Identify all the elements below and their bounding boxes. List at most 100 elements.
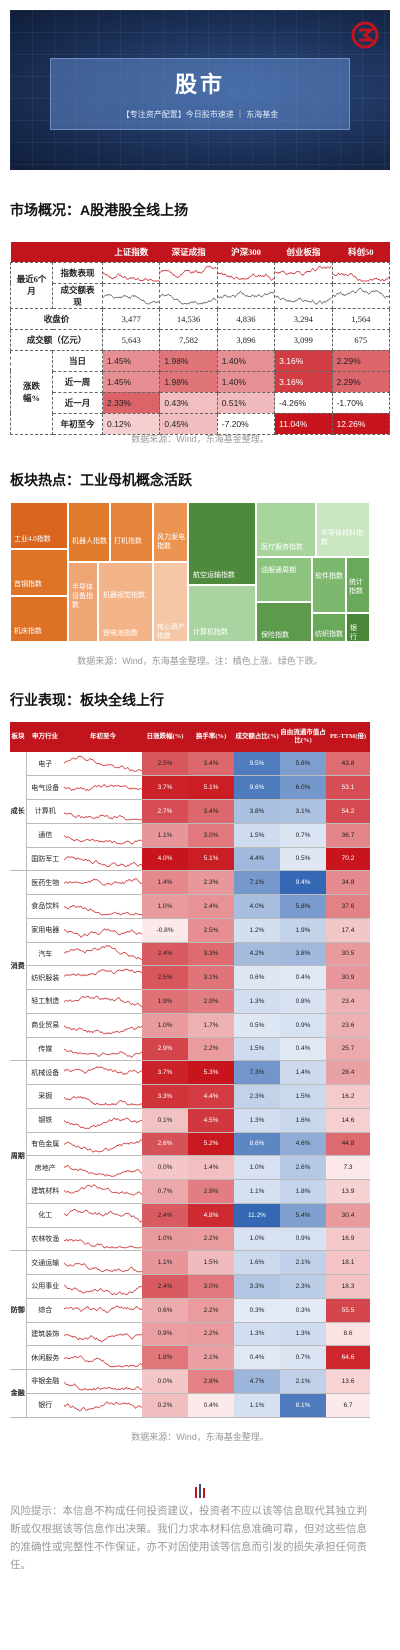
treemap-tile: 医疗服务指数 bbox=[256, 502, 316, 557]
treemap-tile: 机器人指数 bbox=[68, 502, 110, 562]
industry-col-header: 板块 bbox=[10, 722, 26, 752]
market-col-header: 深证成指 bbox=[159, 242, 218, 262]
industry-value: 4.8% bbox=[188, 1203, 234, 1228]
risk-disclaimer: 风险提示：本信息不构成任何投资建议，投资者不应以该等信息取代其独立判断或仅根据该… bbox=[10, 1505, 367, 1571]
sparkline-path bbox=[160, 265, 217, 278]
sparkline-path bbox=[64, 1184, 142, 1197]
industry-value: 2.5% bbox=[188, 918, 234, 943]
industry-value: 0.9% bbox=[142, 1322, 188, 1347]
treemap-tile: 风力发电指数 bbox=[153, 502, 188, 562]
industry-value: 3.0% bbox=[188, 823, 234, 848]
industry-value: 23.6 bbox=[326, 1013, 370, 1038]
industry-value: 0.5% bbox=[234, 1013, 280, 1038]
industry-value: 3.4% bbox=[188, 799, 234, 824]
sector-treemap: 工业4.0指数 首钢指数 机床指数 机器人指数 半导体设备指数 机器视觉指数 锂电… bbox=[10, 502, 370, 642]
turnover-sparkline bbox=[274, 282, 333, 309]
sparkline-path bbox=[64, 1355, 142, 1367]
ytd-sparkline bbox=[64, 1060, 142, 1085]
chg-value: 12.26% bbox=[331, 412, 391, 435]
industry-value: 0.6% bbox=[142, 1298, 188, 1323]
industry-value: 4.0% bbox=[234, 894, 280, 919]
header-banner: 股市 【专注资产配置】今日股市速递 ｜ 东海基金 bbox=[10, 10, 390, 170]
industry-value: 16.2 bbox=[326, 1084, 370, 1109]
treemap-tile: 打机指数 bbox=[110, 502, 153, 562]
industry-name: 电子 bbox=[26, 752, 64, 777]
turnover-sparkline bbox=[101, 282, 161, 309]
industry-value: 7.3% bbox=[234, 1060, 280, 1085]
industry-value: 2.2% bbox=[188, 1298, 234, 1323]
industry-value: 1.9% bbox=[280, 918, 326, 943]
close-value: 14,536 bbox=[159, 307, 218, 330]
chg-value: 3.16% bbox=[274, 370, 333, 393]
chg-group-label: 涨跌幅% bbox=[10, 349, 53, 435]
industry-value: 13.9 bbox=[326, 1179, 370, 1204]
industry-name: 机械设备 bbox=[26, 1060, 64, 1085]
industry-value: 8.6% bbox=[234, 1132, 280, 1157]
industry-name: 通信 bbox=[26, 823, 64, 848]
industry-value: 0.7% bbox=[280, 1345, 326, 1370]
chg-value: 1.98% bbox=[159, 370, 218, 393]
industry-value: 6.0% bbox=[280, 775, 326, 800]
index-sparkline bbox=[159, 261, 218, 284]
treemap-tile: 工业4.0指数 bbox=[10, 502, 68, 549]
industry-value: 0.5% bbox=[280, 847, 326, 872]
industry-value: 1.1% bbox=[234, 1179, 280, 1204]
ytd-sparkline bbox=[64, 1179, 142, 1204]
ytd-sparkline bbox=[64, 1203, 142, 1228]
sparkline-path bbox=[64, 1305, 142, 1314]
chg-row-label: 年初至今 bbox=[52, 412, 103, 435]
chg-value: 1.40% bbox=[216, 370, 276, 393]
industry-value: 1.3% bbox=[234, 1108, 280, 1133]
chg-value: 0.12% bbox=[101, 412, 161, 435]
industry-value: 1.6% bbox=[234, 1250, 280, 1275]
sector-source-note: 数据来源：Wind，东海基金整理。注：橘色上涨、绿色下跌。 bbox=[77, 656, 323, 666]
industry-name: 农林牧渔 bbox=[26, 1227, 64, 1252]
spark-row-turnover: 成交额表现 bbox=[11, 282, 391, 309]
industry-value: 1.6% bbox=[280, 1108, 326, 1133]
chg-value: 1.45% bbox=[101, 370, 161, 393]
industry-value: 17.4 bbox=[326, 918, 370, 943]
industry-value: 7.3 bbox=[326, 1155, 370, 1180]
treemap-tile: 核心资产指数 bbox=[153, 562, 188, 642]
section-heading-sectors: 板块热点：工业母机概念活跃 bbox=[10, 472, 192, 488]
industry-value: 55.5 bbox=[326, 1298, 370, 1323]
ytd-sparkline bbox=[64, 965, 142, 990]
close-value: 1,564 bbox=[331, 307, 391, 330]
ytd-sparkline bbox=[64, 847, 142, 872]
industry-value: 0.4% bbox=[234, 1345, 280, 1370]
industry-value: 0.0% bbox=[142, 1155, 188, 1180]
industry-name: 公用事业 bbox=[26, 1274, 64, 1299]
industry-group-label: 成长 bbox=[10, 752, 27, 872]
industry-row: 轻工制造 1.9% 2.9% 1.3% 0.8% 23.4 bbox=[10, 989, 370, 1014]
market-col-header: 创业板指 bbox=[274, 242, 333, 262]
close-value: 3,294 bbox=[274, 307, 333, 330]
close-row: 收盘价 3,477 14,536 4,836 3,294 1,564 bbox=[10, 307, 391, 330]
ytd-sparkline bbox=[64, 1013, 142, 1038]
industry-value: 1.3% bbox=[234, 1322, 280, 1347]
industry-value: 1.1% bbox=[142, 823, 188, 848]
industry-row: 公用事业 2.4% 3.0% 3.3% 2.3% 18.3 bbox=[10, 1274, 370, 1299]
industry-row: 电气设备 3.7% 5.1% 9.6% 6.0% 53.1 bbox=[10, 775, 370, 800]
industry-value: 2.3% bbox=[188, 870, 234, 895]
industry-value: 2.1% bbox=[188, 1345, 234, 1370]
sparkline-path bbox=[64, 928, 142, 938]
chg-value: 1.45% bbox=[101, 349, 161, 372]
industry-group-label: 周期 bbox=[10, 1060, 27, 1252]
treemap-tile: 计算机指数 bbox=[188, 585, 256, 642]
turnover-value: 675 bbox=[331, 328, 391, 351]
treemap-tile: 纺织指数 bbox=[312, 613, 346, 642]
industry-value: 2.2% bbox=[188, 1037, 234, 1062]
ytd-sparkline bbox=[64, 870, 142, 895]
ytd-sparkline bbox=[64, 1227, 142, 1252]
industry-value: 28.4 bbox=[326, 1060, 370, 1085]
industry-source-note: 数据来源：Wind，东海基金整理。 bbox=[131, 1432, 269, 1442]
chg-value: 11.04% bbox=[274, 412, 333, 435]
industry-value: 3.3% bbox=[188, 942, 234, 967]
industry-col-header: 申万行业 bbox=[26, 722, 64, 752]
industry-value: 18.3 bbox=[326, 1274, 370, 1299]
industry-row: 成长 电子 2.5% 3.4% 9.5% 5.6% 43.8 bbox=[10, 752, 370, 872]
treemap-tile: 首钢指数 bbox=[10, 549, 68, 596]
industry-row: 纺织服装 2.5% 3.1% 0.6% 0.4% 30.9 bbox=[10, 965, 370, 990]
treemap-tile: 半导体设备指数 bbox=[68, 562, 98, 642]
industry-value: 4.4% bbox=[188, 1084, 234, 1109]
